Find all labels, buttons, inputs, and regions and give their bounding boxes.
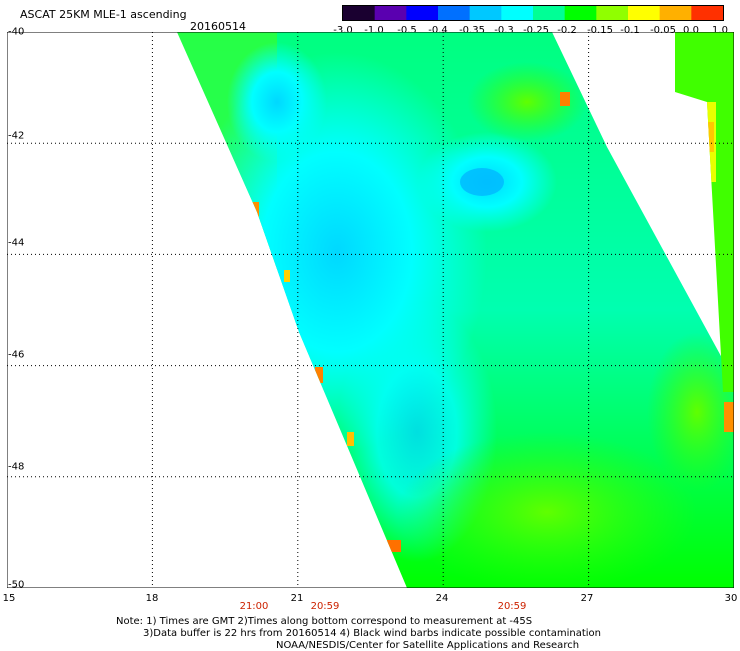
note-line: Note: 1) Times are GMT 2)Times along bot… xyxy=(116,616,533,627)
time-label: 20:59 xyxy=(497,601,527,612)
colorbar-swatch xyxy=(596,6,629,20)
lon-label: 24 xyxy=(435,593,449,604)
graticule xyxy=(7,32,734,588)
colorbar-label: 0.0 xyxy=(683,25,699,36)
lon-label: 15 xyxy=(2,593,16,604)
note-line: 3)Data buffer is 22 hrs from 20160514 4)… xyxy=(143,628,601,639)
colorbar-label: -0.05 xyxy=(650,25,676,36)
time-label: 20:59 xyxy=(310,601,340,612)
colorbar-label: -0.5 xyxy=(397,25,417,36)
colorbar-swatch xyxy=(374,6,407,20)
colorbar xyxy=(342,5,724,21)
lat-label: -46 xyxy=(8,349,25,361)
lat-label: -48 xyxy=(8,461,25,473)
colorbar-swatch xyxy=(406,6,439,20)
lon-label: 27 xyxy=(580,593,594,604)
lon-label: 30 xyxy=(724,593,738,604)
note-line: NOAA/NESDIS/Center for Satellite Applica… xyxy=(276,640,580,651)
colorbar-swatch xyxy=(438,6,471,20)
colorbar-swatch xyxy=(469,6,502,20)
colorbar-label: -1.0 xyxy=(364,25,384,36)
lat-label: -40 xyxy=(8,26,25,38)
lat-label: -44 xyxy=(8,237,25,249)
colorbar-swatch xyxy=(343,6,376,20)
colorbar-label: -0.2 xyxy=(557,25,577,36)
colorbar-swatch xyxy=(533,6,566,20)
map-title: ASCAT 25KM MLE-1 ascending xyxy=(20,8,187,21)
colorbar-swatch xyxy=(564,6,597,20)
time-label: 21:00 xyxy=(239,601,269,612)
colorbar-swatch xyxy=(691,6,723,20)
map-date: 20160514 xyxy=(190,20,246,33)
lat-label: -50 xyxy=(8,579,25,591)
lat-label: -42 xyxy=(8,130,25,142)
colorbar-label: -0.1 xyxy=(620,25,640,36)
colorbar-label: -0.25 xyxy=(523,25,549,36)
colorbar-swatch xyxy=(501,6,534,20)
colorbar-label: -0.3 xyxy=(494,25,514,36)
wind-speed-map xyxy=(7,32,734,588)
colorbar-label: 1.0 xyxy=(712,25,728,36)
lon-label: 21 xyxy=(290,593,304,604)
colorbar-swatch xyxy=(628,6,661,20)
colorbar-swatch xyxy=(659,6,692,20)
swath-main xyxy=(177,32,734,588)
colorbar-label: -0.15 xyxy=(587,25,613,36)
colorbar-label: -3.0 xyxy=(333,25,353,36)
colorbar-label: -0.35 xyxy=(459,25,485,36)
lon-label: 18 xyxy=(145,593,159,604)
colorbar-label: -0.4 xyxy=(428,25,448,36)
